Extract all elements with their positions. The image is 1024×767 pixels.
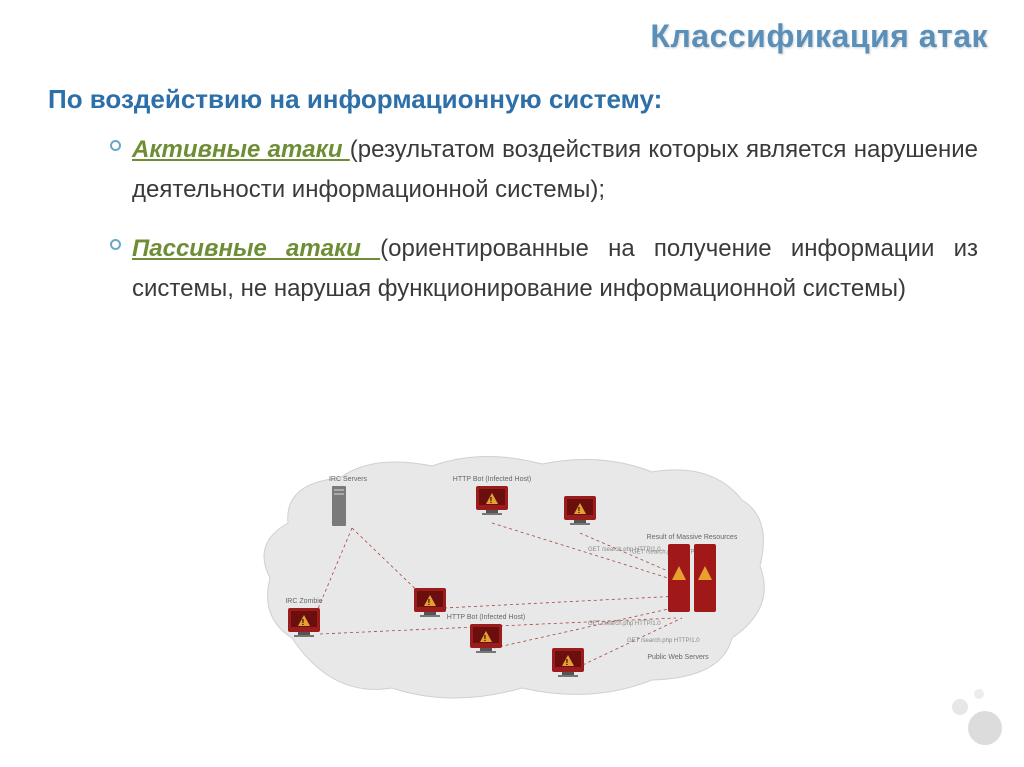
bullet-icon <box>110 239 121 250</box>
svg-text:IRC Servers: IRC Servers <box>329 476 368 483</box>
svg-text:Public Web Servers: Public Web Servers <box>647 654 709 661</box>
corner-decoration <box>942 685 1002 745</box>
svg-text:!: ! <box>566 658 569 667</box>
term-passive: Пассивные атаки <box>132 235 380 262</box>
svg-text:HTTP Bot (Infected Host): HTTP Bot (Infected Host) <box>447 614 525 621</box>
svg-text:GET /search.php HTTP/1.0: GET /search.php HTTP/1.0 <box>588 621 661 627</box>
svg-text:HTTP Bot (Infected Host): HTTP Bot (Infected Host) <box>453 476 531 483</box>
item-text: Активные атаки (результатом воздействия … <box>132 130 978 209</box>
svg-text:!: ! <box>484 634 487 643</box>
list-item-passive: Пассивные атаки (ориентированные на полу… <box>110 229 978 308</box>
svg-text:!: ! <box>490 496 493 505</box>
svg-text:!: ! <box>578 506 581 515</box>
svg-text:IRC Zombie: IRC Zombie <box>285 598 322 605</box>
bullet-icon <box>110 140 121 151</box>
network-diagram: GET /search.php HTTP/1.0 GET /search.php … <box>252 448 776 716</box>
diagram-svg: GET /search.php HTTP/1.0 GET /search.php … <box>252 448 776 716</box>
item-text: Пассивные атаки (ориентированные на полу… <box>132 229 978 308</box>
term-active: Активные атаки <box>132 136 350 163</box>
svg-text:!: ! <box>302 618 305 627</box>
svg-text:GET /search.php HTTP/1.0: GET /search.php HTTP/1.0 <box>627 638 700 644</box>
subtitle: По воздействию на информационную систему… <box>48 84 662 115</box>
list-item-active: Активные атаки (результатом воздействия … <box>110 130 978 209</box>
svg-text:!: ! <box>428 598 431 607</box>
content-list: Активные атаки (результатом воздействия … <box>110 130 978 328</box>
svg-text:Result of Massive Resources: Result of Massive Resources <box>647 534 738 541</box>
slide-title: Классификация атак <box>650 18 988 55</box>
